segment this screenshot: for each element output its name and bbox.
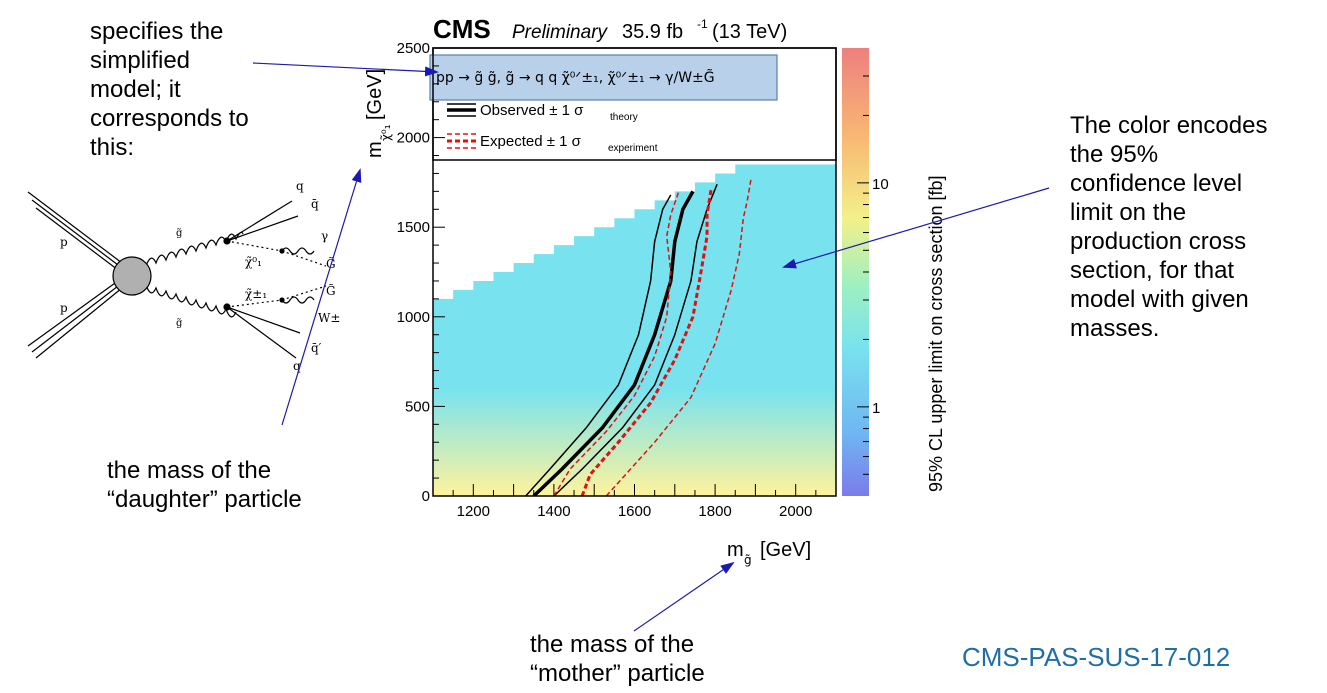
y-axis-subscript: χ̃⁰₁ xyxy=(379,124,393,141)
feynman-labels: p p g̃ g̃ q q̄ γ χ̃⁰₁ G̃ G̃ χ̃±₁ W± q̄′ … xyxy=(60,179,340,373)
model-highlight xyxy=(429,54,778,101)
arrow-to-color-region xyxy=(782,187,1050,269)
mother-note: the mass of the “mother” particle xyxy=(530,631,705,687)
z-tick-label: 10 xyxy=(872,176,889,193)
x-tick-label: 2000 xyxy=(779,503,812,520)
y-axis-title-group: m χ̃⁰₁ [GeV] xyxy=(364,69,393,158)
cms-label: CMS xyxy=(433,14,491,44)
y-axis-title: m xyxy=(364,141,386,158)
label-p-bottom: p xyxy=(60,301,68,315)
gluino-top-line xyxy=(145,231,244,267)
legend-observed-label: Observed ± 1 σ xyxy=(480,102,584,119)
curve-expected xyxy=(580,189,713,496)
x-tick-label: 1200 xyxy=(457,503,490,520)
model-label: pp → g̃ g̃, g̃ → q q χ̃⁰ᐟ±₁, χ̃⁰ᐟ±₁ → γ/… xyxy=(436,69,715,86)
energy-label: (13 TeV) xyxy=(712,21,787,43)
color-note: The color encodes the 95% confidence lev… xyxy=(1070,112,1268,342)
proton-bottom-lines xyxy=(27,277,123,359)
color-scale-ticks: 1 10 xyxy=(857,75,889,475)
label-G2: G̃ xyxy=(326,283,336,298)
x-axis-subscript: g̃ xyxy=(744,553,752,567)
x-tick-label: 1600 xyxy=(618,503,651,520)
gluino-bottom-line xyxy=(145,284,237,318)
label-qbar1: q̄ xyxy=(311,197,319,211)
z-tick-label: 1 xyxy=(872,400,880,417)
label-chipm: χ̃±₁ xyxy=(245,287,267,301)
lumi-exponent: -1 xyxy=(697,17,708,31)
plot-area: pp → g̃ g̃, g̃ → q q χ̃⁰ᐟ±₁, χ̃⁰ᐟ±₁ → γ/… xyxy=(429,47,837,497)
legend-expected-label: Expected ± 1 σ xyxy=(480,133,582,150)
legend-expected-sub: experiment xyxy=(608,143,658,154)
y-tick-label: 1500 xyxy=(397,219,430,236)
curve-observed-minus xyxy=(525,194,672,496)
x-tick-label: 1800 xyxy=(698,503,731,520)
label-G1: G̃ xyxy=(326,256,336,271)
label-W: W± xyxy=(318,311,340,325)
x-tick-label: 1400 xyxy=(537,503,570,520)
x-axis-unit: [GeV] xyxy=(760,539,811,561)
label-chi0: χ̃⁰₁ xyxy=(245,255,262,269)
color-scale-title: 95% CL upper limit on cross section [fb] xyxy=(926,176,946,492)
arrow-to-y-axis xyxy=(281,168,362,426)
curve-observed xyxy=(532,190,695,496)
label-gamma: γ xyxy=(321,229,328,243)
limit-curves xyxy=(525,176,753,496)
x-axis: 1200 1400 1600 1800 2000 xyxy=(432,484,837,520)
y-tick-label: 1000 xyxy=(397,309,430,326)
y-tick-label: 2500 xyxy=(397,40,430,57)
curve-expected-plus xyxy=(605,176,753,496)
proton-top-lines xyxy=(27,191,123,274)
curve-expected-minus xyxy=(553,191,680,496)
y-tick-label: 0 xyxy=(422,488,430,505)
preliminary-label: Preliminary xyxy=(512,22,609,43)
model-note: specifies the simplified model; it corre… xyxy=(90,18,249,161)
heatmap-fill xyxy=(433,164,836,496)
label-q2: q xyxy=(293,359,301,373)
y-tick-label: 500 xyxy=(405,398,430,415)
y-axis: 0 500 1000 1500 2000 2500 xyxy=(397,40,445,505)
feynman-diagram xyxy=(27,191,327,359)
curve-observed-plus xyxy=(553,183,718,496)
y-axis-unit: [GeV] xyxy=(364,69,386,120)
label-p-top: p xyxy=(60,235,68,249)
label-g-bottom: g̃ xyxy=(176,318,183,329)
x-axis-title: m xyxy=(727,539,744,561)
interaction-blob xyxy=(112,256,152,296)
legend-observed-sub: theory xyxy=(610,112,638,123)
arrow-to-model xyxy=(252,62,439,77)
label-q1: q xyxy=(296,179,304,193)
label-g-top: g̃ xyxy=(176,228,183,239)
arrow-to-x-axis xyxy=(633,561,735,632)
lumi-label: 35.9 fb xyxy=(622,21,683,43)
daughter-note: the mass of the “daughter” particle xyxy=(107,457,302,513)
y-tick-label: 2000 xyxy=(397,130,430,147)
reference-label: CMS-PAS-SUS-17-012 xyxy=(962,642,1231,672)
label-qbarprime: q̄′ xyxy=(311,341,322,355)
